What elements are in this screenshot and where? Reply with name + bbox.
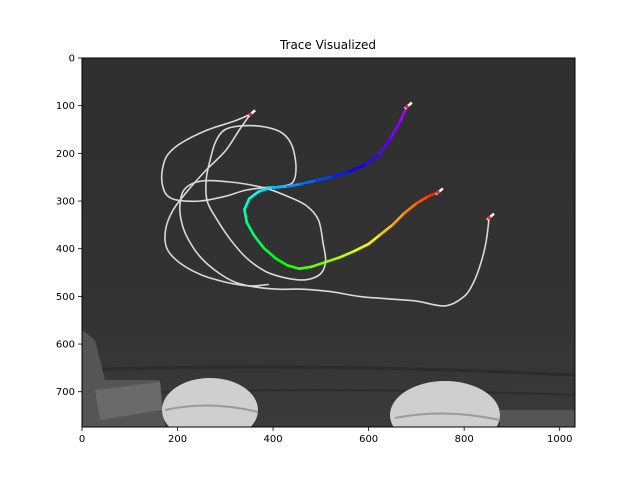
colored-trace-segment xyxy=(324,255,342,264)
photo-background xyxy=(82,58,575,427)
colored-trace-segment xyxy=(345,163,366,174)
colored-trace-segment xyxy=(379,223,394,236)
colored-trace-segment xyxy=(274,256,289,267)
y-tick-label: 100 xyxy=(56,101,75,112)
colored-trace-segment xyxy=(269,185,287,189)
colored-trace-segment xyxy=(298,265,313,271)
colored-trace-segment xyxy=(329,171,349,179)
y-tick-label: 500 xyxy=(56,292,75,303)
y-tick-label: 700 xyxy=(56,387,75,398)
y-axis-ticks: 0 100 200 300 400 500 600 700 xyxy=(56,54,82,398)
marker-point xyxy=(436,190,440,195)
colored-trace-segment xyxy=(352,242,370,253)
x-tick-label: 400 xyxy=(264,434,283,445)
colored-trace-segment xyxy=(298,179,315,186)
colored-trace-segment xyxy=(247,190,261,200)
colored-trace-segment xyxy=(376,137,392,158)
x-tick-label: 800 xyxy=(455,434,474,445)
y-tick-label: 300 xyxy=(56,197,75,208)
colored-trace-segment xyxy=(362,154,380,167)
gray-trace-0 xyxy=(160,113,279,203)
colored-trace-segment xyxy=(415,194,430,205)
colored-trace-segment xyxy=(338,249,356,259)
colored-trace-segment xyxy=(403,202,418,215)
marker-point xyxy=(405,104,409,109)
colored-trace-segment xyxy=(391,211,406,227)
colored-trace-segment xyxy=(245,221,256,237)
colored-trace-segment xyxy=(257,186,272,193)
axes-frame xyxy=(81,57,576,428)
colored-trace-segment xyxy=(367,233,382,246)
marker-point xyxy=(487,215,491,220)
x-tick-label: 200 xyxy=(168,434,187,445)
chart-title: Trace Visualized xyxy=(279,38,376,52)
colored-trace-segment xyxy=(310,260,327,269)
colored-trace-segment xyxy=(283,183,301,189)
y-tick-label: 200 xyxy=(56,149,75,160)
marker-point xyxy=(248,112,252,117)
left-gripper xyxy=(162,378,258,427)
colored-trace-segment xyxy=(252,234,265,250)
colored-trace-segment xyxy=(262,246,277,260)
colored-trace-segment xyxy=(388,121,401,141)
x-tick-label: 0 xyxy=(79,434,85,445)
x-axis-ticks: 0 200 400 600 800 1000 xyxy=(79,427,572,445)
trace-markers xyxy=(247,101,495,221)
colored-trace-segment xyxy=(286,264,301,271)
colored-trace-segment xyxy=(243,208,249,224)
gray-trace-1 xyxy=(205,124,327,281)
x-tick-label: 1000 xyxy=(547,434,572,445)
colored-trace-segment xyxy=(312,175,332,183)
y-tick-label: 400 xyxy=(56,244,75,255)
y-tick-label: 600 xyxy=(56,340,75,351)
y-tick-label: 0 xyxy=(69,54,75,65)
gray-traces xyxy=(160,113,490,307)
x-tick-label: 600 xyxy=(359,434,378,445)
colored-trace-segment xyxy=(243,197,251,211)
gray-trace-3 xyxy=(164,113,270,287)
